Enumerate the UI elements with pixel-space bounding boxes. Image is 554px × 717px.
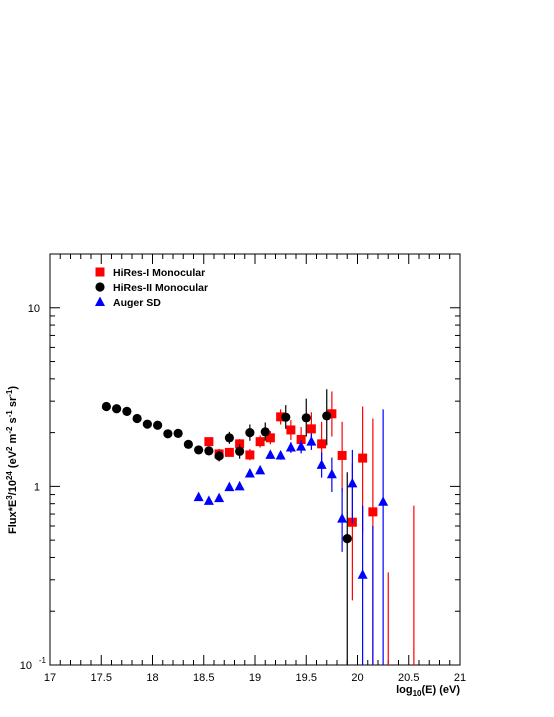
data-point (337, 450, 347, 460)
y-tick-exponent: -1 (39, 656, 47, 665)
data-point (224, 481, 235, 492)
data-point (316, 459, 327, 469)
data-point (224, 447, 234, 457)
x-tick-label: 18 (146, 672, 158, 684)
data-point (286, 425, 296, 435)
data-point (142, 419, 152, 429)
data-point (326, 468, 337, 479)
data-point (234, 480, 245, 491)
data-point (357, 569, 368, 579)
legend: HiRes-I Monocular HiRes-II Monocular Auger… (95, 267, 208, 309)
x-tick-label: 19 (249, 672, 261, 684)
data-point (204, 437, 214, 447)
data-point (306, 436, 317, 446)
legend-label: Auger SD (113, 297, 161, 309)
data-point (204, 446, 214, 456)
data-point (265, 433, 275, 443)
data-point (301, 413, 311, 423)
data-point (327, 409, 337, 419)
plot-frame (49, 253, 461, 666)
x-tick-label: 17 (44, 672, 56, 684)
legend-marker (95, 267, 105, 277)
data-point (265, 449, 276, 459)
data-point (245, 428, 255, 438)
data-point (101, 401, 111, 412)
data-point (194, 445, 204, 455)
series-circle (101, 389, 352, 665)
data-point (193, 491, 204, 502)
y-tick-label: 1 (34, 481, 40, 493)
y-axis-title: Flux*E3/1024 (eV2 m-2 s-1 sr-1) (5, 386, 19, 534)
data-point (163, 429, 173, 439)
legend-label: HiRes-I Monocular (113, 267, 205, 279)
x-tick-label: 19.5 (296, 672, 317, 684)
data-point (296, 441, 307, 451)
legend-marker (95, 296, 105, 306)
data-point (281, 412, 291, 422)
y-tick-label: 10 (28, 303, 40, 315)
data-point (275, 449, 286, 460)
data-point (306, 424, 316, 434)
series-square (204, 391, 415, 665)
x-tick-label: 20 (351, 672, 363, 684)
data-point (203, 495, 214, 505)
data-point (245, 450, 255, 460)
data-point (342, 534, 352, 544)
x-axis-title: log10(E) (eV) (396, 684, 460, 698)
y-tick-label: 10 (20, 660, 32, 672)
data-point (235, 446, 245, 456)
axis-ticks (49, 253, 461, 666)
data-point (368, 507, 378, 517)
data-point (296, 435, 306, 445)
data-point (347, 477, 358, 488)
data-point (322, 411, 332, 421)
data-series (101, 389, 415, 665)
legend-label: HiRes-II Monocular (113, 282, 208, 294)
x-tick-label: 20.5 (398, 672, 419, 684)
y-tick-labels: 10 1 10 -1 (20, 303, 47, 672)
data-point (260, 427, 270, 437)
series-triangle (193, 409, 389, 665)
data-point (276, 412, 286, 422)
data-point (214, 492, 225, 503)
legend-marker (95, 282, 105, 292)
data-point (183, 439, 193, 449)
data-point (214, 451, 224, 461)
data-point (173, 428, 183, 438)
data-point (244, 468, 255, 478)
data-point (235, 439, 245, 449)
x-tick-label: 21 (454, 672, 466, 684)
data-point (317, 439, 327, 449)
data-point (337, 513, 348, 523)
data-point (255, 437, 265, 447)
data-point (358, 453, 368, 463)
data-point (255, 464, 266, 475)
x-tick-label: 18.5 (193, 672, 214, 684)
data-point (285, 442, 296, 452)
x-tick-label: 17.5 (91, 672, 112, 684)
data-point (378, 496, 389, 506)
data-point (132, 413, 142, 424)
data-point (112, 404, 122, 414)
data-point (224, 433, 234, 443)
x-tick-labels: 17 17.5 18 18.5 19 19.5 20 20.5 21 (44, 672, 466, 684)
data-point (122, 406, 132, 416)
data-point (153, 420, 163, 430)
